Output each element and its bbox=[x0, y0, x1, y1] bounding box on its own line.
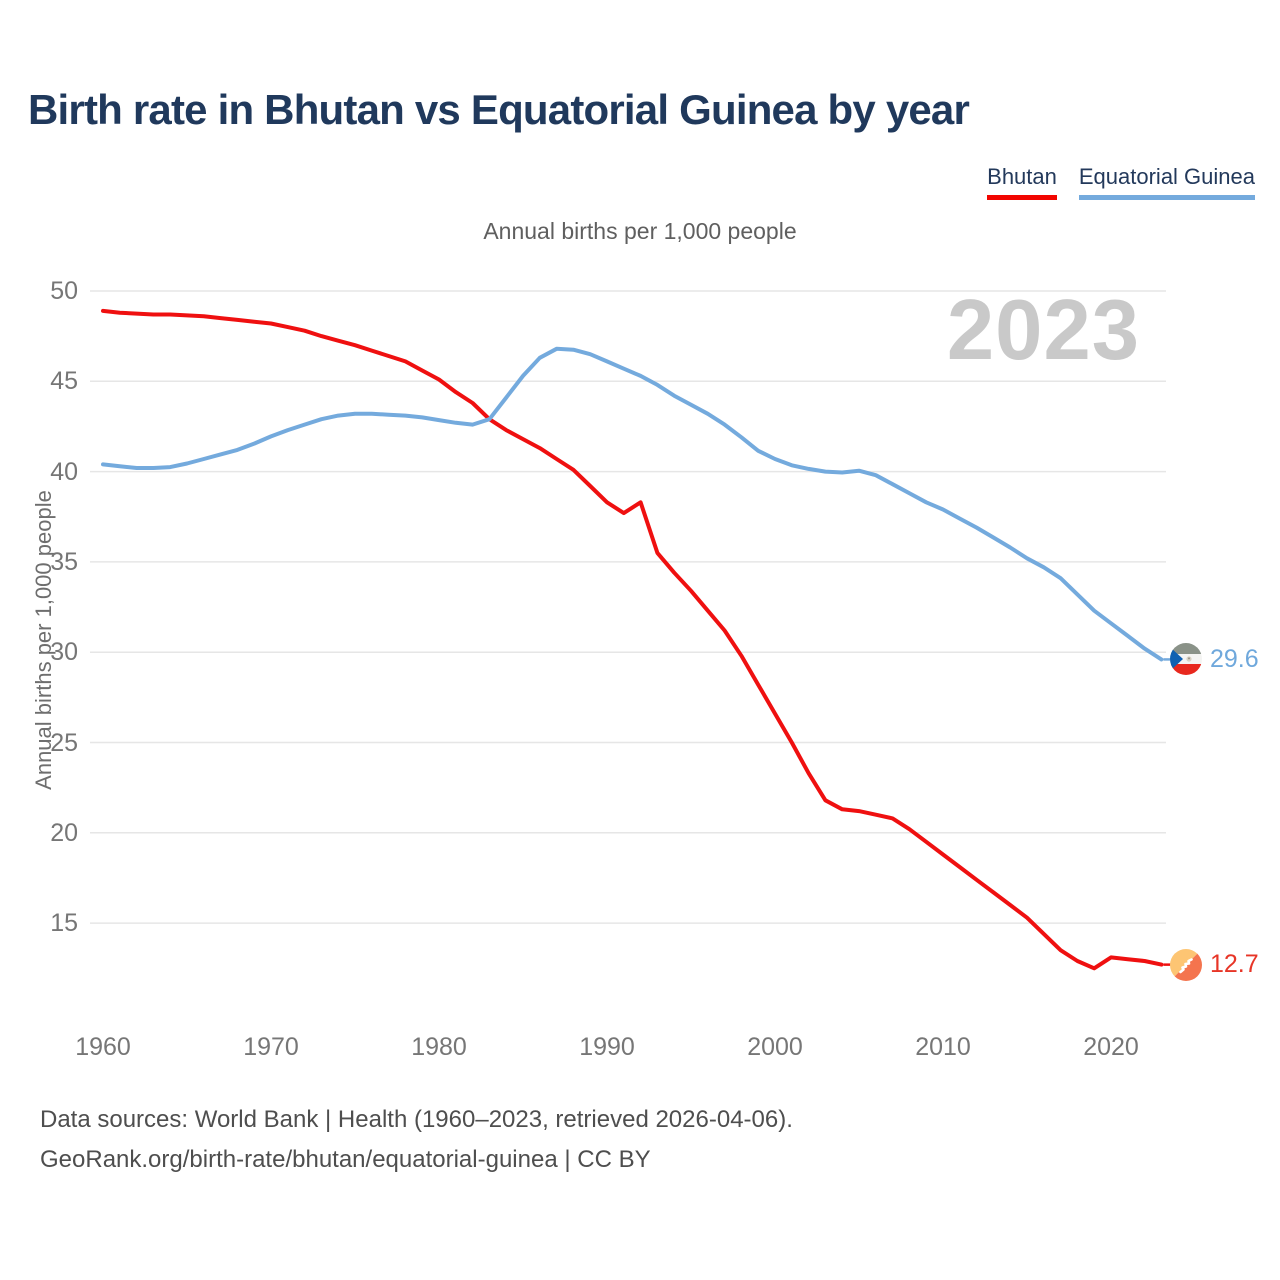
footer-data-sources: Data sources: World Bank | Health (1960–… bbox=[40, 1106, 793, 1133]
y-tick-30: 30 bbox=[50, 638, 78, 667]
y-tick-25: 25 bbox=[50, 728, 78, 757]
y-tick-50: 50 bbox=[50, 277, 78, 305]
x-tick-2000: 2000 bbox=[747, 1033, 803, 1061]
end-connectors bbox=[1163, 658, 1171, 966]
footer-attribution: GeoRank.org/birth-rate/bhutan/equatorial… bbox=[40, 1146, 651, 1173]
gridlines bbox=[90, 290, 1166, 924]
legend-item-bhutan[interactable]: Bhutan bbox=[987, 164, 1057, 200]
y-tick-20: 20 bbox=[50, 818, 78, 847]
x-tick-1990: 1990 bbox=[579, 1033, 635, 1061]
series-lines bbox=[101, 308, 1164, 971]
x-tick-1960: 1960 bbox=[75, 1033, 131, 1061]
x-tick-2020: 2020 bbox=[1083, 1033, 1139, 1061]
y-tick-45: 45 bbox=[50, 367, 78, 396]
y-tick-15: 15 bbox=[50, 909, 78, 938]
bhutan-line bbox=[101, 308, 1164, 971]
page-title: Birth rate in Bhutan vs Equatorial Guine… bbox=[28, 86, 970, 133]
end-label-bhutan: 12.7 bbox=[1170, 948, 1259, 981]
equatorial-guinea-flag-icon bbox=[1170, 643, 1202, 676]
legend: Bhutan Equatorial Guinea bbox=[987, 164, 1255, 200]
equatorial-guinea-line bbox=[101, 346, 1164, 662]
chart-subtitle: Annual births per 1,000 people bbox=[483, 218, 797, 244]
bhutan-flag-icon bbox=[1170, 948, 1202, 981]
y-tick-35: 35 bbox=[50, 547, 78, 576]
x-tick-2010: 2010 bbox=[915, 1033, 971, 1061]
end-label-equatorial-guinea: 29.6 bbox=[1170, 643, 1259, 676]
y-tick-40: 40 bbox=[50, 457, 78, 486]
legend-item-equatorial-guinea[interactable]: Equatorial Guinea bbox=[1078, 164, 1255, 200]
end-value-equatorial-guinea: 29.6 bbox=[1210, 644, 1259, 673]
year-watermark: 2023 bbox=[946, 283, 1140, 378]
x-tick-1980: 1980 bbox=[411, 1033, 467, 1061]
end-value-bhutan: 12.7 bbox=[1210, 950, 1259, 979]
x-tick-1970: 1970 bbox=[243, 1033, 299, 1061]
